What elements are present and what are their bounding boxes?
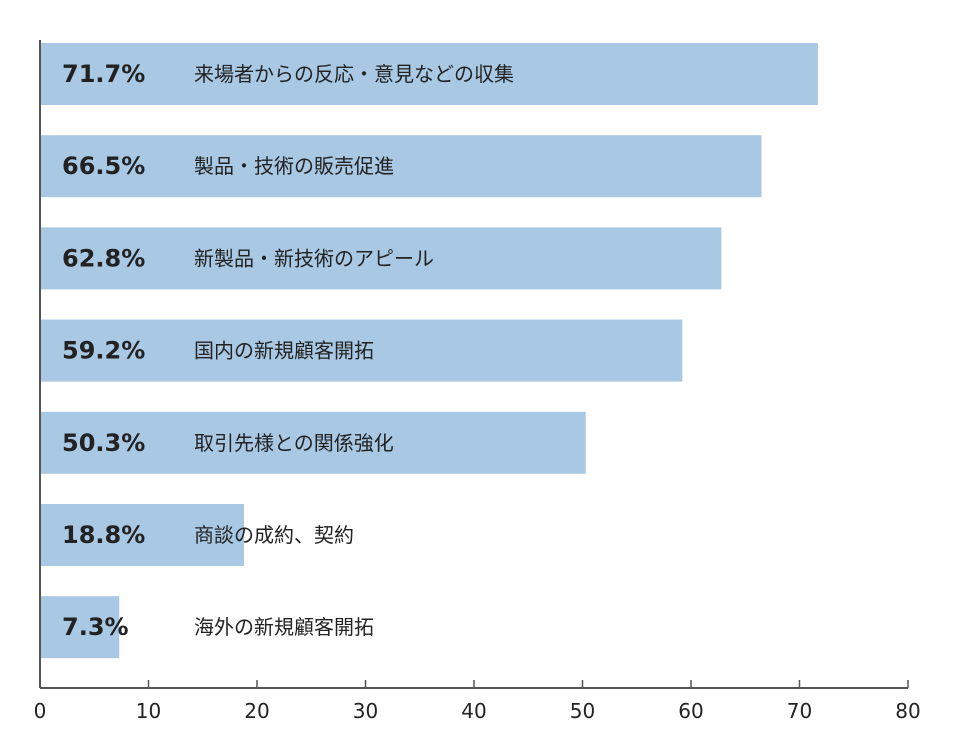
x-tick-label: 70 <box>787 699 812 723</box>
bar-value-label: 7.3% <box>62 613 129 641</box>
category-label: 商談の成約、契約 <box>194 523 354 547</box>
bar-value-label: 18.8% <box>62 521 145 549</box>
bar-value-label: 66.5% <box>62 152 145 180</box>
category-label: 来場者からの反応・意見などの収集 <box>194 62 514 86</box>
x-ticks-group: 0 10 20 30 40 50 60 70 80 <box>34 680 921 723</box>
bar-value-label: 71.7% <box>62 60 145 88</box>
bar <box>40 411 586 474</box>
bar <box>40 43 818 105</box>
category-label: 取引先様との関係強化 <box>194 431 394 455</box>
bar <box>40 227 722 290</box>
x-tick-label: 80 <box>895 699 920 723</box>
x-tick-label: 10 <box>136 699 161 723</box>
category-label: 海外の新規顧客開拓 <box>194 615 374 639</box>
category-label: 国内の新規顧客開拓 <box>194 339 374 363</box>
bar-value-label: 59.2% <box>62 337 145 365</box>
x-tick-label: 0 <box>34 699 47 723</box>
bars-group: 71.7% 来場者からの反応・意見などの収集 66.5% 製品・技術の販売促進 62.8… <box>40 43 818 659</box>
category-label: 製品・技術の販売促進 <box>194 154 394 178</box>
bar <box>40 319 683 382</box>
bar-value-label: 50.3% <box>62 429 145 457</box>
bar <box>40 504 244 566</box>
x-tick-label: 20 <box>244 699 269 723</box>
bar <box>40 135 762 198</box>
x-tick-label: 50 <box>570 699 595 723</box>
bar <box>40 596 120 659</box>
bar-value-label: 62.8% <box>62 244 145 272</box>
category-label: 新製品・新技術のアピール <box>194 246 434 270</box>
x-tick-label: 60 <box>678 699 703 723</box>
x-tick-label: 30 <box>353 699 378 723</box>
x-tick-label: 40 <box>461 699 486 723</box>
